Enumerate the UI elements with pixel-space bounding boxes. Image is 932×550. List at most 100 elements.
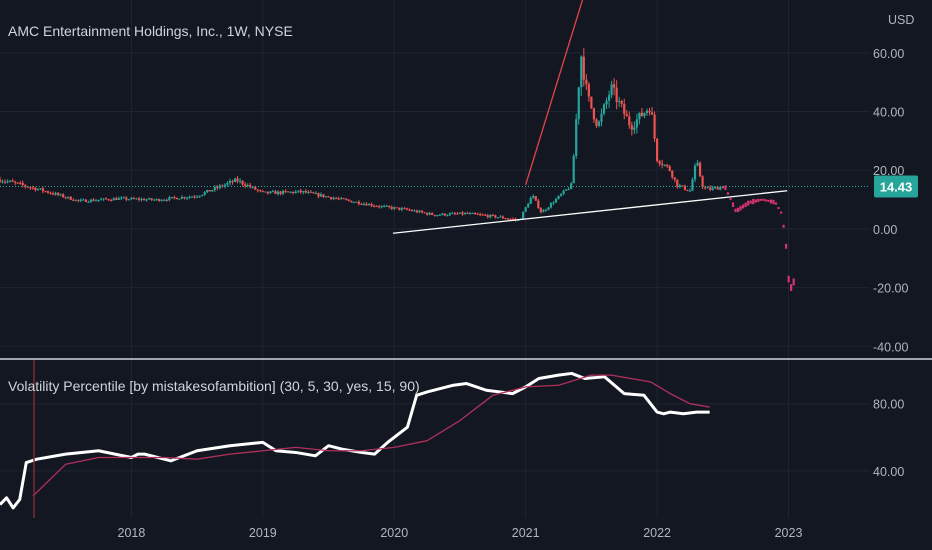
- candle: [438, 214, 441, 216]
- trendline[interactable]: [525, 0, 589, 186]
- candle: [165, 198, 168, 202]
- candle: [534, 195, 537, 201]
- candle: [456, 211, 459, 215]
- candle: [57, 192, 60, 197]
- candle: [506, 217, 510, 221]
- candle: [39, 188, 42, 191]
- projection-bar: [744, 202, 747, 208]
- candle: [178, 198, 181, 200]
- time-axis[interactable]: 2018 2019 2020 2021 2022 2023: [118, 526, 803, 540]
- price-axis[interactable]: 60.00 40.00 20.00 0.00 -20.00 -40.00: [873, 47, 908, 354]
- candle: [451, 211, 454, 215]
- projection-bar: [792, 278, 795, 286]
- candle: [666, 163, 669, 168]
- candle: [420, 209, 424, 214]
- volatility-lines: [0, 371, 710, 510]
- candle: [347, 199, 350, 202]
- candle: [522, 211, 525, 220]
- candle: [410, 209, 414, 212]
- candle: [686, 189, 689, 192]
- candle: [307, 190, 310, 195]
- candle: [362, 202, 366, 206]
- price-tick-label: 0.00: [873, 223, 897, 237]
- candle: [67, 196, 70, 200]
- candle: [431, 212, 434, 216]
- candle: [403, 206, 406, 210]
- vol-axis[interactable]: 80.00 40.00: [873, 398, 904, 479]
- candle: [94, 198, 98, 202]
- candle: [509, 217, 512, 220]
- candle: [688, 188, 692, 192]
- candle: [418, 209, 421, 213]
- candle: [423, 212, 426, 214]
- candle: [173, 195, 176, 200]
- main-chart-title: AMC Entertainment Holdings, Inc., 1W, NY…: [8, 23, 293, 39]
- candle: [196, 194, 199, 198]
- candle: [709, 185, 712, 192]
- candle: [395, 207, 398, 209]
- candle: [89, 198, 93, 204]
- candle: [92, 198, 95, 202]
- candle: [491, 213, 494, 217]
- candle: [428, 211, 431, 216]
- candle: [238, 178, 242, 184]
- candle: [504, 217, 507, 220]
- candle: [415, 209, 419, 214]
- candle: [585, 74, 588, 90]
- candle: [170, 196, 173, 199]
- candle: [158, 198, 161, 202]
- candle: [203, 191, 206, 196]
- candle: [559, 193, 563, 197]
- projection-bar: [759, 198, 762, 201]
- candle: [332, 196, 335, 201]
- candle: [650, 106, 654, 115]
- candle: [645, 108, 649, 116]
- candle: [466, 211, 469, 215]
- candle: [21, 180, 24, 188]
- candle: [607, 90, 611, 108]
- trendline[interactable]: [392, 190, 788, 234]
- candle: [370, 202, 373, 208]
- candle: [337, 196, 340, 201]
- candle: [635, 113, 638, 134]
- projection-bar: [767, 199, 770, 202]
- candle: [582, 48, 585, 87]
- candle: [580, 55, 583, 96]
- last-price-value: 14.43: [880, 180, 913, 195]
- candle: [393, 206, 396, 211]
- candle: [620, 99, 623, 108]
- candle: [463, 212, 467, 215]
- projection-bar: [749, 200, 752, 204]
- candle: [180, 195, 184, 200]
- candle: [246, 183, 249, 188]
- candle: [605, 97, 608, 109]
- candle: [160, 198, 163, 202]
- candle: [213, 185, 216, 192]
- candle: [274, 189, 277, 195]
- candle: [41, 186, 45, 194]
- candle: [190, 195, 194, 198]
- candle: [547, 206, 550, 211]
- projection-bar: [787, 275, 790, 283]
- candle: [266, 191, 269, 195]
- candle: [537, 198, 540, 209]
- candle: [115, 196, 118, 201]
- candle: [297, 190, 300, 194]
- projection-bar: [779, 211, 783, 214]
- candle: [352, 201, 355, 204]
- candle: [552, 200, 555, 205]
- candle: [446, 214, 449, 217]
- candle: [54, 191, 57, 196]
- candle: [554, 197, 558, 203]
- candle: [433, 214, 436, 217]
- candle: [613, 78, 616, 96]
- candle: [532, 194, 535, 200]
- candle: [453, 211, 457, 216]
- candle: [122, 196, 125, 199]
- projection-bar: [729, 198, 732, 201]
- candle: [51, 191, 55, 196]
- candle: [317, 192, 320, 199]
- candle: [658, 159, 661, 167]
- candle: [542, 208, 545, 213]
